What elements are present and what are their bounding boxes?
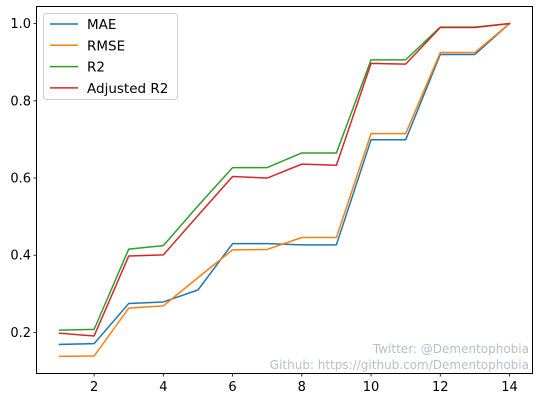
legend-box bbox=[43, 13, 178, 100]
x-tick-label: 2 bbox=[90, 380, 98, 395]
x-tick-label: 4 bbox=[159, 380, 167, 395]
watermark: Twitter: @Dementophobia Github: https://… bbox=[270, 342, 529, 372]
x-tick-label: 8 bbox=[298, 380, 306, 395]
y-tick-label: 0.4 bbox=[10, 249, 31, 264]
watermark-github: Github: https://github.com/Dementophobia bbox=[270, 358, 529, 372]
y-tick-label: 1.0 bbox=[10, 17, 31, 32]
legend: MAE RMSE R2 Adjusted R2 bbox=[43, 13, 178, 100]
plot-area-frame bbox=[36, 6, 533, 374]
x-tick-label: 6 bbox=[228, 380, 236, 395]
legend-label: RMSE bbox=[87, 38, 125, 54]
series-line-adjusted-r2 bbox=[58, 22, 511, 337]
y-tick-label: 0.2 bbox=[10, 326, 31, 341]
legend-label: R2 bbox=[87, 60, 105, 76]
y-axis-ticks: 0.2 0.4 0.6 0.8 1.0 bbox=[10, 17, 37, 341]
legend-label: MAE bbox=[87, 17, 116, 33]
series-lines bbox=[58, 22, 511, 358]
watermark-twitter: Twitter: @Dementophobia bbox=[372, 342, 529, 356]
x-tick-label: 12 bbox=[432, 380, 449, 395]
x-tick-label: 14 bbox=[501, 380, 518, 395]
x-tick-label: 10 bbox=[363, 380, 380, 395]
y-tick-label: 0.6 bbox=[10, 172, 31, 187]
legend-label: Adjusted R2 bbox=[87, 81, 168, 97]
series-line-rmse bbox=[58, 22, 511, 358]
y-tick-label: 0.8 bbox=[10, 94, 31, 109]
